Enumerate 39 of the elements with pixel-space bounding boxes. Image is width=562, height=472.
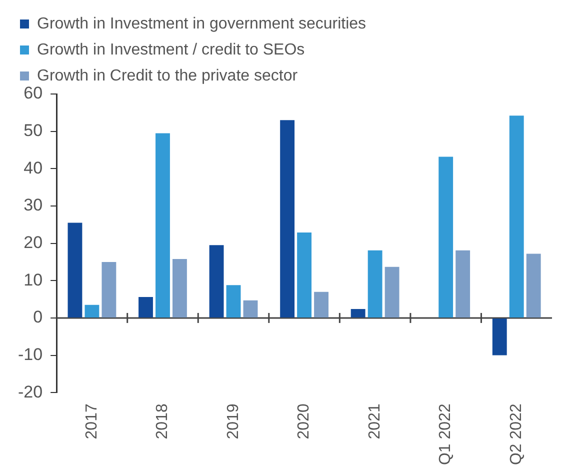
legend-label: Growth in Investment / credit to SEOs	[37, 41, 305, 58]
legend-label: Growth in Credit to the private sector	[37, 67, 298, 84]
bar	[172, 258, 187, 318]
bar	[456, 250, 470, 318]
x-tick-label: 2018	[154, 404, 172, 440]
legend-label: Growth in Investment in government securities	[37, 15, 366, 32]
bar	[68, 222, 82, 318]
y-tick-label: -10	[18, 344, 43, 364]
bar	[280, 120, 295, 318]
x-tick-label: 2020	[296, 404, 313, 440]
y-tick-label: -20	[18, 382, 43, 402]
x-tick-label: Q2 2022	[508, 404, 526, 466]
bar	[509, 116, 524, 318]
bar	[350, 309, 366, 318]
x-tick-label: 2017	[83, 404, 100, 440]
bar	[314, 292, 328, 318]
bar	[156, 133, 170, 318]
y-tick-label: 40	[24, 158, 43, 178]
bar	[102, 262, 116, 318]
y-tick-label: 10	[24, 270, 43, 290]
bar	[84, 304, 100, 318]
bar	[368, 250, 382, 318]
bar	[209, 245, 224, 318]
bar	[492, 318, 507, 356]
bar	[297, 232, 312, 318]
y-tick-label: 30	[24, 196, 43, 215]
bar	[438, 156, 454, 318]
x-tick-label: 2021	[366, 404, 384, 440]
bar	[526, 254, 541, 318]
y-tick-label: 50	[24, 121, 43, 140]
y-tick-label: 0	[33, 308, 43, 327]
y-tick-label: 60	[24, 84, 43, 103]
bar	[138, 297, 153, 318]
x-tick-label: Q1 2022	[437, 404, 454, 466]
y-tick-label: 20	[24, 232, 43, 252]
x-tick-label: 2019	[224, 404, 242, 440]
bar	[243, 300, 258, 318]
bar	[226, 285, 241, 318]
bar	[384, 266, 400, 318]
